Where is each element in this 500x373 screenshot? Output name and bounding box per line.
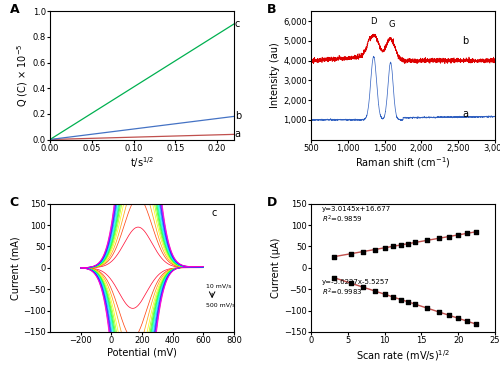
Point (404, 299, 412, 305)
Point (359, 284, 367, 290)
Point (472, 229, 480, 235)
Text: D: D (267, 196, 277, 209)
Point (444, 233, 452, 239)
Point (371, 288, 379, 294)
Text: b: b (234, 112, 241, 121)
Text: C: C (10, 196, 18, 209)
Text: a: a (234, 129, 240, 140)
Y-axis label: Current (μA): Current (μA) (272, 238, 281, 298)
X-axis label: Scan rate (mV/s)$^{1/2}$: Scan rate (mV/s)$^{1/2}$ (356, 348, 450, 363)
Point (411, 301, 419, 307)
Point (330, 254, 338, 260)
Point (404, 241, 412, 247)
Point (463, 318, 471, 324)
Text: 500 mV/s: 500 mV/s (206, 302, 236, 307)
Point (397, 297, 405, 303)
Text: y=3.0145x+16.677
$R^2$=0.9859: y=3.0145x+16.677 $R^2$=0.9859 (322, 206, 392, 225)
Text: c: c (212, 207, 218, 217)
Y-axis label: Intensity (au): Intensity (au) (270, 43, 280, 108)
Point (424, 237, 432, 243)
Point (371, 247, 379, 253)
Point (397, 242, 405, 248)
Text: c: c (234, 19, 240, 29)
Point (454, 315, 462, 321)
Point (380, 245, 388, 251)
Text: G: G (389, 20, 396, 29)
X-axis label: Raman shift (cm$^{-1}$): Raman shift (cm$^{-1}$) (355, 156, 451, 170)
Point (424, 305, 432, 311)
Point (472, 321, 480, 327)
Text: 10 mV/s: 10 mV/s (206, 284, 232, 289)
Point (411, 239, 419, 245)
Point (359, 248, 367, 254)
Text: B: B (267, 3, 276, 16)
Point (348, 280, 356, 286)
Text: y=-5.6227x-5.5257
$R^2$=0.9983: y=-5.6227x-5.5257 $R^2$=0.9983 (322, 279, 390, 298)
X-axis label: Potential (mV): Potential (mV) (107, 348, 177, 358)
Y-axis label: Current (mA): Current (mA) (10, 236, 20, 300)
Point (390, 294, 398, 300)
Point (348, 251, 356, 257)
Text: b: b (462, 36, 468, 46)
Point (380, 291, 388, 297)
Text: A: A (10, 3, 19, 16)
Point (463, 231, 471, 236)
Point (444, 312, 452, 318)
Point (454, 232, 462, 238)
Point (434, 235, 442, 241)
Point (390, 243, 398, 249)
Point (434, 309, 442, 315)
Y-axis label: Q (C) × 10$^{-5}$: Q (C) × 10$^{-5}$ (15, 44, 30, 107)
Point (330, 275, 338, 281)
X-axis label: t/s$^{1/2}$: t/s$^{1/2}$ (130, 156, 154, 170)
Text: D: D (370, 17, 377, 26)
Text: a: a (462, 109, 468, 119)
